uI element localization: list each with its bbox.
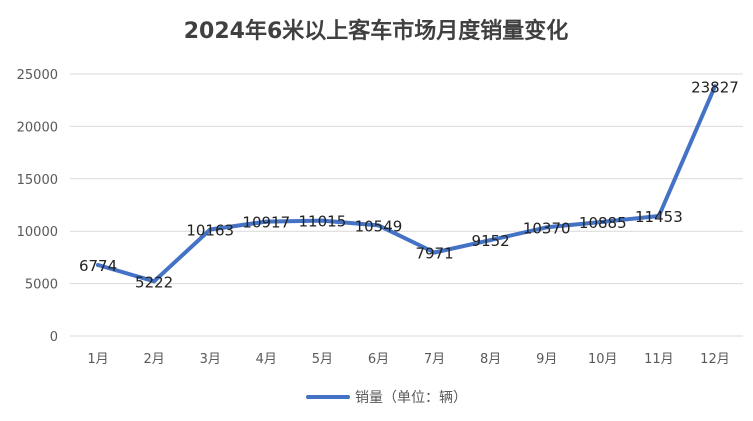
data-point [264, 219, 269, 224]
y-tick-label: 10000 [17, 225, 58, 240]
x-tick-label: 12月 [700, 352, 730, 367]
x-tick-label: 11月 [644, 352, 674, 367]
data-label: 10370 [523, 219, 571, 237]
data-label: 23827 [691, 78, 739, 96]
data-point [152, 279, 157, 284]
series-line [96, 84, 717, 284]
data-point [376, 223, 381, 228]
x-tick-label: 5月 [312, 352, 333, 367]
data-point [712, 84, 717, 89]
y-tick-label: 0 [50, 330, 58, 345]
y-axis-ticks: 0 5000 10000 15000 20000 25000 [17, 68, 58, 345]
data-label: 10163 [186, 221, 234, 239]
data-point [600, 219, 605, 224]
data-label: 10549 [355, 217, 403, 235]
legend-label: 销量（单位：辆） [355, 390, 467, 406]
legend: 销量（单位：辆） [306, 390, 467, 406]
data-point [656, 213, 661, 218]
data-label: 5222 [135, 273, 173, 291]
data-label: 9152 [472, 232, 510, 250]
chart-title: 2024年6米以上客车市场月度销量变化 [184, 18, 569, 44]
x-tick-label: 1月 [87, 352, 108, 367]
data-labels: 6774 5222 10163 10917 11015 10549 7971 9152 1037… [79, 78, 739, 291]
y-tick-label: 25000 [17, 68, 58, 83]
data-label: 11015 [299, 213, 347, 231]
x-tick-label: 2月 [143, 352, 164, 367]
data-label: 11453 [635, 208, 683, 226]
x-tick-label: 6月 [368, 352, 389, 367]
data-point [432, 250, 437, 255]
y-tick-label: 15000 [17, 173, 58, 188]
x-axis-ticks: 1月 2月 3月 4月 5月 6月 7月 8月 9月 10月 11月 12月 [87, 352, 729, 367]
data-point [488, 238, 493, 243]
data-label: 10885 [579, 214, 627, 232]
grid-layer [70, 73, 743, 337]
data-point [544, 225, 549, 230]
data-label: 6774 [79, 257, 117, 275]
x-tick-label: 9月 [536, 352, 557, 367]
data-label: 7971 [415, 244, 453, 262]
x-tick-label: 3月 [200, 352, 221, 367]
x-tick-label: 4月 [256, 352, 277, 367]
data-label: 10917 [242, 214, 290, 232]
data-point [320, 218, 325, 223]
y-tick-label: 5000 [25, 278, 58, 293]
x-tick-label: 8月 [480, 352, 501, 367]
data-point [208, 227, 213, 232]
data-point [96, 263, 101, 268]
series-layer [96, 84, 717, 284]
y-tick-label: 20000 [17, 120, 58, 135]
x-tick-label: 10月 [588, 352, 618, 367]
x-tick-label: 7月 [424, 352, 445, 367]
